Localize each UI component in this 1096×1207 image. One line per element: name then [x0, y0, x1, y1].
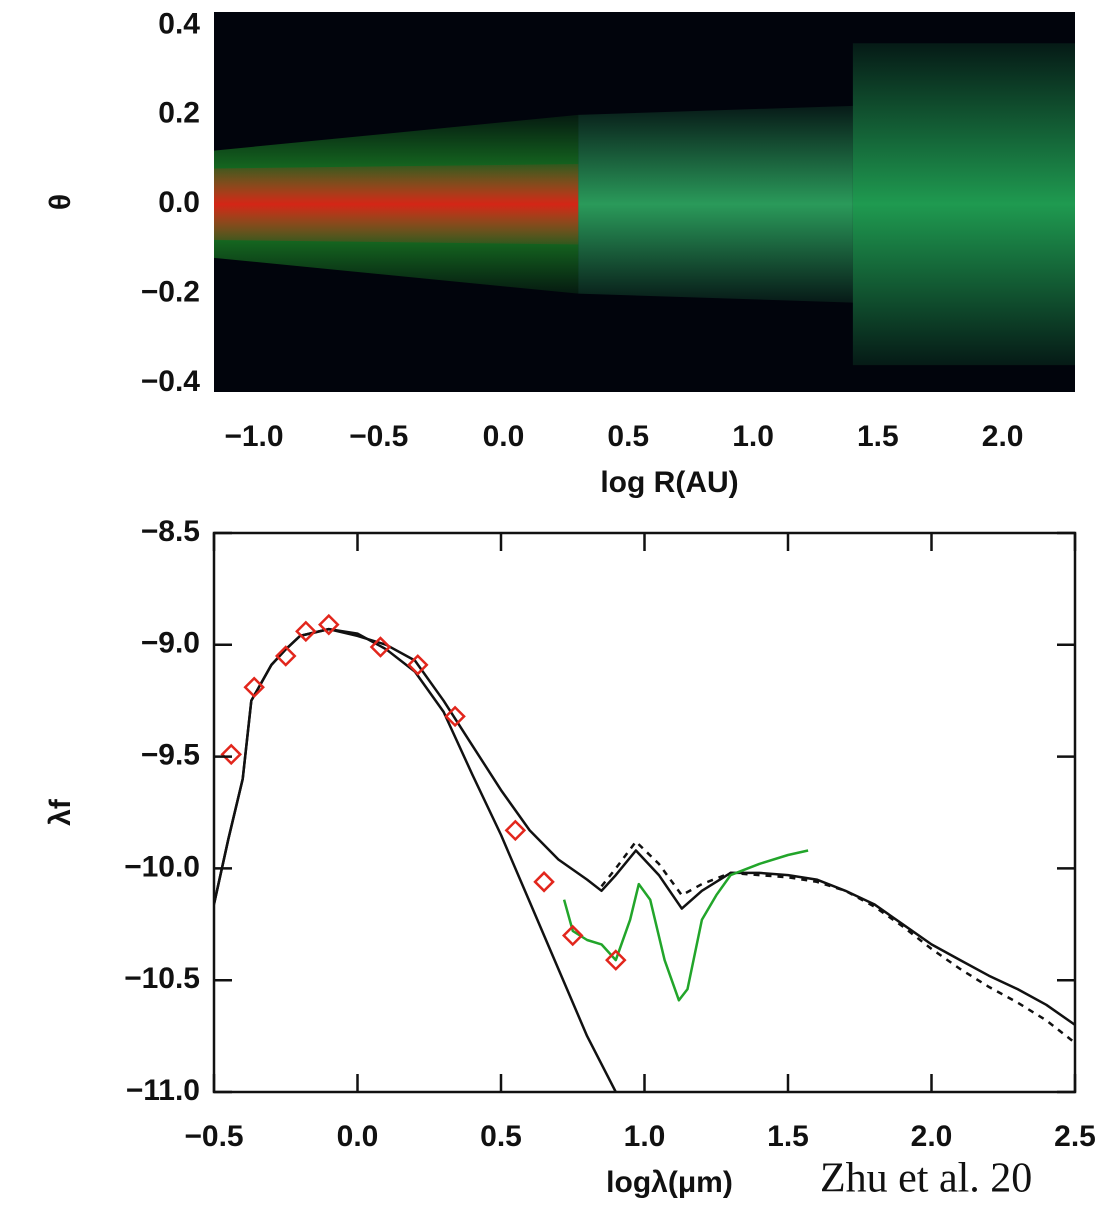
plot-frame: [212, 531, 1077, 1094]
y-tick-label: −9.5: [141, 739, 200, 772]
y-tick-label: 0.0: [158, 186, 200, 219]
y-tick-label: −11.0: [126, 1074, 200, 1107]
y-axis-label: λf: [44, 798, 77, 826]
line-series: [562, 849, 809, 1002]
annotation: Zhu et al. 20: [820, 1156, 1032, 1202]
x-tick-label: 2.0: [911, 1120, 953, 1153]
x-tick-label: 1.5: [857, 420, 899, 453]
data-point: [533, 871, 555, 893]
plot-area: [214, 12, 1075, 392]
y-tick-label: −10.0: [124, 850, 200, 883]
data-point: [318, 613, 340, 636]
density-region: [578, 105, 853, 303]
x-axis-label: log R(AU): [600, 466, 738, 499]
data-point: [295, 620, 317, 643]
data-point: [407, 654, 429, 676]
x-tick-label: 1.0: [732, 420, 774, 453]
x-tick-label: −0.5: [184, 1120, 243, 1153]
y-tick-label: 0.4: [158, 7, 200, 40]
density-region: [214, 164, 579, 245]
x-tick-label: 0.5: [480, 1120, 522, 1153]
data-point: [444, 705, 466, 728]
x-tick-label: 0.0: [337, 1120, 379, 1153]
line-series: [214, 627, 617, 1092]
line-series: [600, 840, 1075, 1044]
plot-area: [214, 613, 1075, 1092]
x-tick-label: 1.0: [624, 1120, 666, 1153]
x-axis-label: logλ(μm): [606, 1166, 733, 1199]
data-point: [274, 645, 297, 667]
y-tick-label: −8.5: [141, 515, 200, 548]
y-axis-label: θ: [44, 194, 77, 210]
x-tick-label: 0.0: [483, 420, 525, 453]
density-region: [852, 43, 1075, 366]
data-point: [243, 676, 265, 699]
data-point: [605, 949, 627, 971]
x-tick-label: 0.5: [607, 420, 649, 453]
y-tick-label: −0.2: [141, 276, 200, 309]
data-point: [220, 743, 242, 766]
data-point: [561, 924, 584, 947]
data-point: [369, 636, 392, 658]
x-tick-label: 2.5: [1054, 1120, 1096, 1153]
x-tick-label: 2.0: [982, 420, 1024, 453]
annotation-background: [812, 1150, 1096, 1207]
y-tick-label: −0.4: [141, 365, 201, 398]
y-tick-label: −9.0: [141, 627, 200, 660]
y-tick-label: −10.5: [124, 962, 200, 995]
x-tick-label: −0.5: [349, 420, 408, 453]
line-series: [214, 627, 1075, 1026]
x-tick-label: 1.5: [767, 1120, 809, 1153]
y-tick-label: 0.2: [158, 97, 200, 130]
x-tick-label: −1.0: [224, 420, 283, 453]
data-point: [504, 819, 527, 842]
